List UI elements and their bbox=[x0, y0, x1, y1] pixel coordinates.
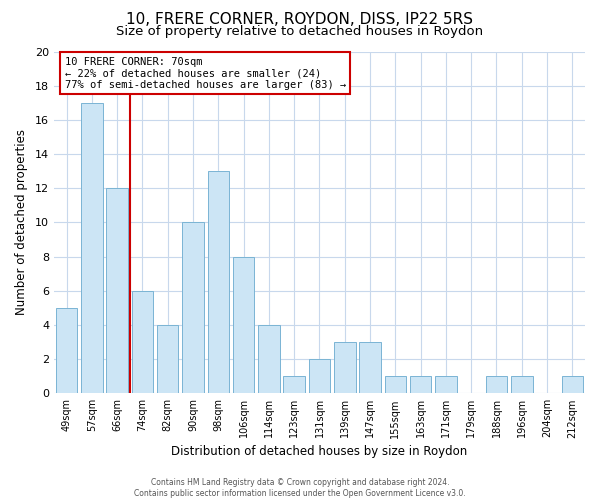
Bar bbox=[157, 325, 178, 394]
Bar bbox=[56, 308, 77, 394]
Bar bbox=[334, 342, 356, 394]
X-axis label: Distribution of detached houses by size in Roydon: Distribution of detached houses by size … bbox=[172, 444, 467, 458]
Bar bbox=[486, 376, 507, 394]
Bar bbox=[208, 171, 229, 394]
Text: 10, FRERE CORNER, ROYDON, DISS, IP22 5RS: 10, FRERE CORNER, ROYDON, DISS, IP22 5RS bbox=[127, 12, 473, 28]
Bar bbox=[131, 291, 153, 394]
Bar bbox=[511, 376, 533, 394]
Bar bbox=[258, 325, 280, 394]
Bar bbox=[435, 376, 457, 394]
Bar bbox=[182, 222, 204, 394]
Bar bbox=[233, 256, 254, 394]
Bar bbox=[562, 376, 583, 394]
Y-axis label: Number of detached properties: Number of detached properties bbox=[15, 130, 28, 316]
Bar bbox=[106, 188, 128, 394]
Bar bbox=[385, 376, 406, 394]
Bar bbox=[309, 359, 330, 394]
Bar bbox=[410, 376, 431, 394]
Bar bbox=[359, 342, 381, 394]
Text: 10 FRERE CORNER: 70sqm
← 22% of detached houses are smaller (24)
77% of semi-det: 10 FRERE CORNER: 70sqm ← 22% of detached… bbox=[65, 56, 346, 90]
Bar bbox=[81, 103, 103, 394]
Text: Size of property relative to detached houses in Roydon: Size of property relative to detached ho… bbox=[116, 25, 484, 38]
Text: Contains HM Land Registry data © Crown copyright and database right 2024.
Contai: Contains HM Land Registry data © Crown c… bbox=[134, 478, 466, 498]
Bar bbox=[283, 376, 305, 394]
